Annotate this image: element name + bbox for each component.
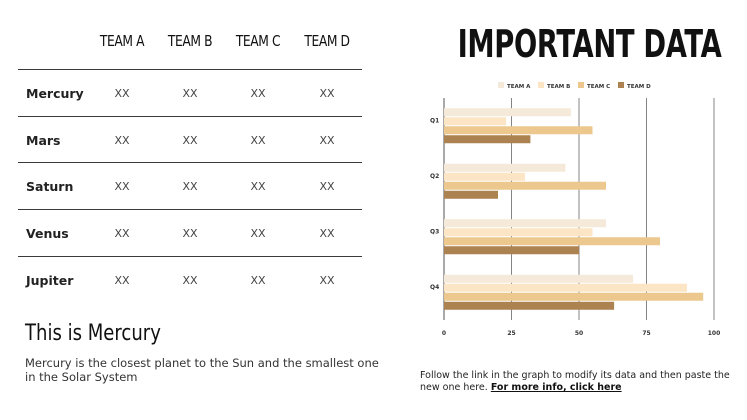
table-row: Venus XX XX XX XX <box>0 210 362 256</box>
legend-swatch <box>498 82 504 88</box>
table-row: Jupiter XX XX XX XX <box>0 257 362 303</box>
legend-swatch <box>578 82 584 88</box>
table-cell: XX <box>182 87 198 100</box>
note-text: Follow the link in the graph to modify i… <box>420 370 730 393</box>
table-cell: XX <box>114 180 130 193</box>
table-cell: XX <box>250 274 266 287</box>
table-cell: XX <box>182 274 198 287</box>
bar <box>444 219 606 228</box>
row-label: Venus <box>26 226 69 241</box>
table-cell: XX <box>182 180 198 193</box>
bar <box>444 190 498 199</box>
page-title: IMPORTANT DATA <box>457 22 721 66</box>
table-divider <box>18 256 362 257</box>
bar <box>444 237 660 246</box>
x-tick-label: 75 <box>642 330 650 337</box>
table-cell: XX <box>114 87 130 100</box>
column-header-team-a: TEAM A <box>99 32 145 50</box>
bar-chart[interactable]: TEAM A TEAM B TEAM C TEAM D 0 25 50 75 100 Q1 Q2 Q3… <box>418 76 728 338</box>
bar <box>444 172 525 181</box>
column-header-team-c: TEAM C <box>235 32 281 50</box>
table-row: Saturn XX XX XX XX <box>0 163 362 209</box>
table-cell: XX <box>250 134 266 147</box>
table-cell: XX <box>319 180 335 193</box>
bar <box>444 228 593 237</box>
bar <box>444 283 687 292</box>
table-cell: XX <box>319 134 335 147</box>
info-note: Follow the link in the graph to modify i… <box>420 370 730 394</box>
bar <box>444 292 704 301</box>
table-cell: XX <box>250 227 266 240</box>
table-row: Mercury XX XX XX XX <box>0 70 362 116</box>
y-tick-label: Q4 <box>430 284 439 291</box>
table-divider <box>18 69 362 70</box>
table-cell: XX <box>182 227 198 240</box>
x-tick-label: 25 <box>507 330 515 337</box>
table-cell: XX <box>182 134 198 147</box>
table-divider <box>18 116 362 117</box>
table-cell: XX <box>250 180 266 193</box>
bar <box>444 274 633 283</box>
table-cell: XX <box>114 134 130 147</box>
legend-swatch <box>538 82 544 88</box>
bar <box>444 301 615 310</box>
x-tick-label: 100 <box>708 330 721 337</box>
legend-label: TEAM D <box>627 84 651 90</box>
table-cell: XX <box>250 87 266 100</box>
row-label: Mercury <box>26 86 84 101</box>
legend-label: TEAM A <box>507 84 531 90</box>
y-tick-label: Q1 <box>430 117 439 124</box>
section-heading: This is Mercury <box>25 321 161 346</box>
table-divider <box>18 209 362 210</box>
row-label: Mars <box>26 133 61 148</box>
table-cell: XX <box>319 227 335 240</box>
section-text: Mercury is the closest planet to the Sun… <box>25 356 379 384</box>
bar <box>444 117 507 126</box>
column-header-team-b: TEAM B <box>167 32 213 50</box>
bar <box>444 163 566 172</box>
bar <box>444 135 531 144</box>
legend-label: TEAM B <box>547 84 570 90</box>
y-tick-label: Q3 <box>430 228 439 235</box>
y-tick-label: Q2 <box>430 173 439 180</box>
bar <box>444 246 579 255</box>
column-header-team-d: TEAM D <box>304 32 350 50</box>
table-cell: XX <box>114 274 130 287</box>
row-label: Jupiter <box>26 273 74 288</box>
x-tick-label: 0 <box>442 330 446 337</box>
table-divider <box>18 162 362 163</box>
info-link[interactable]: For more info, click here <box>490 382 622 393</box>
table-cell: XX <box>319 87 335 100</box>
legend-swatch <box>618 82 624 88</box>
legend-label: TEAM C <box>587 84 610 90</box>
bar <box>444 181 606 190</box>
table-cell: XX <box>319 274 335 287</box>
bar <box>444 108 571 117</box>
table-row: Mars XX XX XX XX <box>0 117 362 163</box>
x-tick-label: 50 <box>575 330 583 337</box>
row-label: Saturn <box>26 179 74 194</box>
bar <box>444 126 593 135</box>
table-cell: XX <box>114 227 130 240</box>
